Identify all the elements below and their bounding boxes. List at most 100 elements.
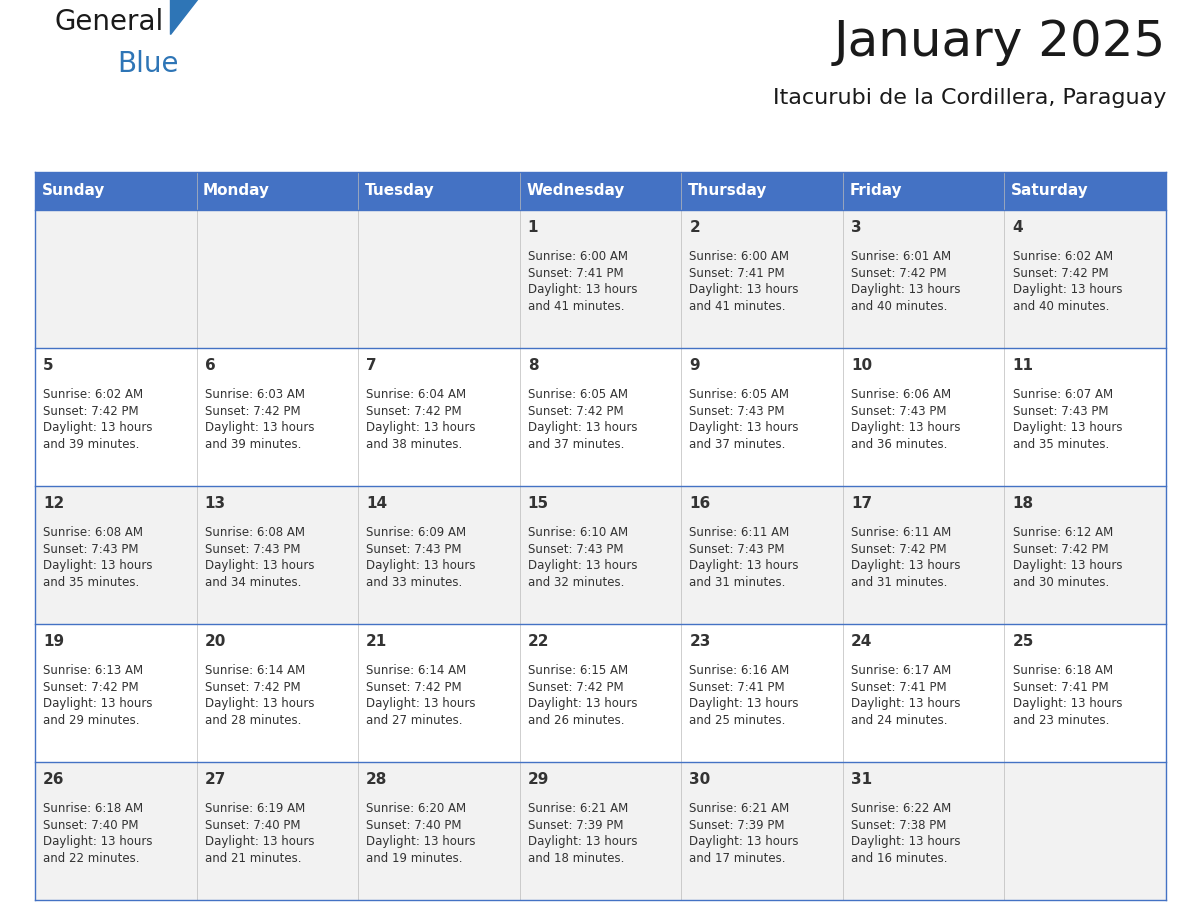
Bar [34,762,196,900]
Bar [358,172,519,210]
Text: 25: 25 [1012,633,1034,649]
Bar [681,624,842,762]
Text: Wednesday: Wednesday [526,184,625,198]
Bar [1004,486,1165,624]
Text: Saturday: Saturday [1011,184,1088,198]
Text: Sunrise: 6:01 AM
Sunset: 7:42 PM
Daylight: 13 hours
and 40 minutes.: Sunrise: 6:01 AM Sunset: 7:42 PM Dayligh… [851,250,960,312]
Bar [34,172,196,210]
Text: Sunday: Sunday [42,184,105,198]
Text: 6: 6 [204,358,215,373]
Bar [842,172,1004,210]
Text: 5: 5 [43,358,53,373]
Text: Sunrise: 6:08 AM
Sunset: 7:43 PM
Daylight: 13 hours
and 35 minutes.: Sunrise: 6:08 AM Sunset: 7:43 PM Dayligh… [43,526,152,588]
Text: Sunrise: 6:14 AM
Sunset: 7:42 PM
Daylight: 13 hours
and 27 minutes.: Sunrise: 6:14 AM Sunset: 7:42 PM Dayligh… [366,664,475,726]
Bar [681,172,842,210]
Text: Sunrise: 6:04 AM
Sunset: 7:42 PM
Daylight: 13 hours
and 38 minutes.: Sunrise: 6:04 AM Sunset: 7:42 PM Dayligh… [366,388,475,451]
Bar [1004,624,1165,762]
Text: Sunrise: 6:10 AM
Sunset: 7:43 PM
Daylight: 13 hours
and 32 minutes.: Sunrise: 6:10 AM Sunset: 7:43 PM Dayligh… [527,526,637,588]
Text: 13: 13 [204,496,226,510]
Bar [34,624,196,762]
Bar [1004,762,1165,900]
Text: Sunrise: 6:16 AM
Sunset: 7:41 PM
Daylight: 13 hours
and 25 minutes.: Sunrise: 6:16 AM Sunset: 7:41 PM Dayligh… [689,664,798,726]
Text: Sunrise: 6:09 AM
Sunset: 7:43 PM
Daylight: 13 hours
and 33 minutes.: Sunrise: 6:09 AM Sunset: 7:43 PM Dayligh… [366,526,475,588]
Text: Sunrise: 6:14 AM
Sunset: 7:42 PM
Daylight: 13 hours
and 28 minutes.: Sunrise: 6:14 AM Sunset: 7:42 PM Dayligh… [204,664,314,726]
Text: Sunrise: 6:11 AM
Sunset: 7:42 PM
Daylight: 13 hours
and 31 minutes.: Sunrise: 6:11 AM Sunset: 7:42 PM Dayligh… [851,526,960,588]
Text: Sunrise: 6:11 AM
Sunset: 7:43 PM
Daylight: 13 hours
and 31 minutes.: Sunrise: 6:11 AM Sunset: 7:43 PM Dayligh… [689,526,798,588]
Text: 29: 29 [527,772,549,787]
Bar [196,762,358,900]
Polygon shape [170,0,198,34]
Text: Sunrise: 6:08 AM
Sunset: 7:43 PM
Daylight: 13 hours
and 34 minutes.: Sunrise: 6:08 AM Sunset: 7:43 PM Dayligh… [204,526,314,588]
Text: Sunrise: 6:06 AM
Sunset: 7:43 PM
Daylight: 13 hours
and 36 minutes.: Sunrise: 6:06 AM Sunset: 7:43 PM Dayligh… [851,388,960,451]
Bar [358,486,519,624]
Text: 8: 8 [527,358,538,373]
Text: Sunrise: 6:05 AM
Sunset: 7:42 PM
Daylight: 13 hours
and 37 minutes.: Sunrise: 6:05 AM Sunset: 7:42 PM Dayligh… [527,388,637,451]
Bar [519,762,681,900]
Bar [681,210,842,348]
Text: 4: 4 [1012,219,1023,235]
Text: 17: 17 [851,496,872,510]
Text: Sunrise: 6:03 AM
Sunset: 7:42 PM
Daylight: 13 hours
and 39 minutes.: Sunrise: 6:03 AM Sunset: 7:42 PM Dayligh… [204,388,314,451]
Bar [681,348,842,486]
Text: Blue: Blue [116,50,178,78]
Text: 16: 16 [689,496,710,510]
Text: Sunrise: 6:07 AM
Sunset: 7:43 PM
Daylight: 13 hours
and 35 minutes.: Sunrise: 6:07 AM Sunset: 7:43 PM Dayligh… [1012,388,1121,451]
Bar [34,210,196,348]
Text: 30: 30 [689,772,710,787]
Text: Itacurubi de la Cordillera, Paraguay: Itacurubi de la Cordillera, Paraguay [772,88,1165,108]
Text: Sunrise: 6:19 AM
Sunset: 7:40 PM
Daylight: 13 hours
and 21 minutes.: Sunrise: 6:19 AM Sunset: 7:40 PM Dayligh… [204,802,314,865]
Text: Sunrise: 6:05 AM
Sunset: 7:43 PM
Daylight: 13 hours
and 37 minutes.: Sunrise: 6:05 AM Sunset: 7:43 PM Dayligh… [689,388,798,451]
Text: 24: 24 [851,633,872,649]
Text: 3: 3 [851,219,861,235]
Text: 26: 26 [43,772,64,787]
Bar [196,486,358,624]
Text: Sunrise: 6:00 AM
Sunset: 7:41 PM
Daylight: 13 hours
and 41 minutes.: Sunrise: 6:00 AM Sunset: 7:41 PM Dayligh… [689,250,798,312]
Text: 21: 21 [366,633,387,649]
Text: 19: 19 [43,633,64,649]
Bar [196,624,358,762]
Text: 28: 28 [366,772,387,787]
Text: 15: 15 [527,496,549,510]
Bar [519,348,681,486]
Bar [358,348,519,486]
Bar [1004,172,1165,210]
Bar [1004,210,1165,348]
Text: Friday: Friday [849,184,902,198]
Text: 20: 20 [204,633,226,649]
Text: Thursday: Thursday [688,184,767,198]
Bar [196,172,358,210]
Bar [519,486,681,624]
Text: Sunrise: 6:02 AM
Sunset: 7:42 PM
Daylight: 13 hours
and 39 minutes.: Sunrise: 6:02 AM Sunset: 7:42 PM Dayligh… [43,388,152,451]
Text: Sunrise: 6:18 AM
Sunset: 7:41 PM
Daylight: 13 hours
and 23 minutes.: Sunrise: 6:18 AM Sunset: 7:41 PM Dayligh… [1012,664,1121,726]
Text: Sunrise: 6:21 AM
Sunset: 7:39 PM
Daylight: 13 hours
and 17 minutes.: Sunrise: 6:21 AM Sunset: 7:39 PM Dayligh… [689,802,798,865]
Text: Sunrise: 6:21 AM
Sunset: 7:39 PM
Daylight: 13 hours
and 18 minutes.: Sunrise: 6:21 AM Sunset: 7:39 PM Dayligh… [527,802,637,865]
Text: 14: 14 [366,496,387,510]
Bar [358,762,519,900]
Bar [681,486,842,624]
Text: 23: 23 [689,633,710,649]
Text: 11: 11 [1012,358,1034,373]
Bar [34,486,196,624]
Text: Sunrise: 6:18 AM
Sunset: 7:40 PM
Daylight: 13 hours
and 22 minutes.: Sunrise: 6:18 AM Sunset: 7:40 PM Dayligh… [43,802,152,865]
Text: Sunrise: 6:20 AM
Sunset: 7:40 PM
Daylight: 13 hours
and 19 minutes.: Sunrise: 6:20 AM Sunset: 7:40 PM Dayligh… [366,802,475,865]
Text: January 2025: January 2025 [834,18,1165,66]
Bar [842,624,1004,762]
Text: 10: 10 [851,358,872,373]
Bar [34,348,196,486]
Text: Sunrise: 6:22 AM
Sunset: 7:38 PM
Daylight: 13 hours
and 16 minutes.: Sunrise: 6:22 AM Sunset: 7:38 PM Dayligh… [851,802,960,865]
Bar [519,624,681,762]
Bar [842,762,1004,900]
Text: General: General [55,8,164,36]
Bar [358,624,519,762]
Text: Sunrise: 6:02 AM
Sunset: 7:42 PM
Daylight: 13 hours
and 40 minutes.: Sunrise: 6:02 AM Sunset: 7:42 PM Dayligh… [1012,250,1121,312]
Text: Sunrise: 6:17 AM
Sunset: 7:41 PM
Daylight: 13 hours
and 24 minutes.: Sunrise: 6:17 AM Sunset: 7:41 PM Dayligh… [851,664,960,726]
Text: 12: 12 [43,496,64,510]
Bar [196,210,358,348]
Text: Sunrise: 6:13 AM
Sunset: 7:42 PM
Daylight: 13 hours
and 29 minutes.: Sunrise: 6:13 AM Sunset: 7:42 PM Dayligh… [43,664,152,726]
Bar [358,210,519,348]
Bar [196,348,358,486]
Text: 18: 18 [1012,496,1034,510]
Text: 27: 27 [204,772,226,787]
Bar [1004,348,1165,486]
Bar [519,210,681,348]
